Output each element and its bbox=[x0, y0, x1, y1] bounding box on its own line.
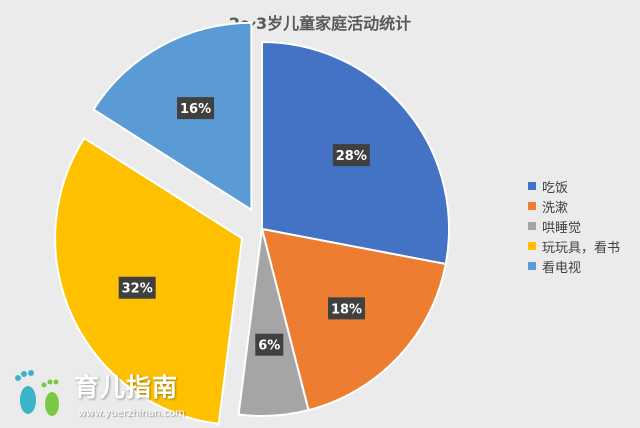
legend-item: 看电视 bbox=[528, 256, 620, 276]
data-label-box bbox=[177, 97, 215, 120]
chart-legend: 吃饭 洗漱 哄睡觉 玩玩具，看书 看电视 bbox=[528, 176, 620, 276]
legend-item: 吃饭 bbox=[528, 176, 620, 196]
pie-slice bbox=[92, 21, 253, 212]
data-label-text: 32% bbox=[122, 282, 153, 297]
data-label: 16% bbox=[177, 97, 215, 120]
legend-label: 吃饭 bbox=[542, 180, 569, 196]
watermark-text: 育儿指南 bbox=[74, 373, 179, 402]
legend-label: 哄睡觉 bbox=[542, 220, 582, 236]
legend-swatch bbox=[528, 182, 536, 190]
data-label-text: 28% bbox=[336, 149, 367, 164]
legend-swatch bbox=[528, 222, 536, 230]
data-label-box bbox=[255, 333, 284, 356]
legend-swatch bbox=[528, 202, 536, 210]
data-label: 6% bbox=[255, 333, 284, 356]
data-label: 18% bbox=[328, 297, 366, 320]
legend-item: 哄睡觉 bbox=[528, 216, 620, 236]
legend-swatch bbox=[528, 262, 536, 270]
legend-label: 看电视 bbox=[542, 260, 582, 276]
watermark: 育儿指南 www.yuerzhinan.com bbox=[8, 364, 208, 424]
legend-item: 玩玩具，看书 bbox=[528, 236, 620, 256]
data-label-box bbox=[118, 276, 156, 299]
pie-slice bbox=[260, 227, 447, 412]
legend-label: 玩玩具，看书 bbox=[542, 240, 621, 256]
data-label: 28% bbox=[332, 144, 370, 167]
data-label: 32% bbox=[118, 276, 156, 299]
data-label-box bbox=[328, 297, 366, 320]
footprints-icon bbox=[15, 370, 59, 416]
data-label-text: 18% bbox=[331, 302, 362, 317]
data-label-text: 6% bbox=[258, 339, 280, 354]
data-label-text: 16% bbox=[180, 102, 211, 117]
legend-label: 洗漱 bbox=[542, 200, 569, 216]
data-label-box bbox=[332, 144, 370, 167]
pie-slice bbox=[237, 228, 310, 417]
chart-title: 2～3岁儿童家庭活动统计 bbox=[228, 14, 412, 33]
legend-swatch bbox=[528, 242, 536, 250]
watermark-url: www.yuerzhinan.com bbox=[78, 408, 186, 419]
legend-item: 洗漱 bbox=[528, 196, 620, 216]
